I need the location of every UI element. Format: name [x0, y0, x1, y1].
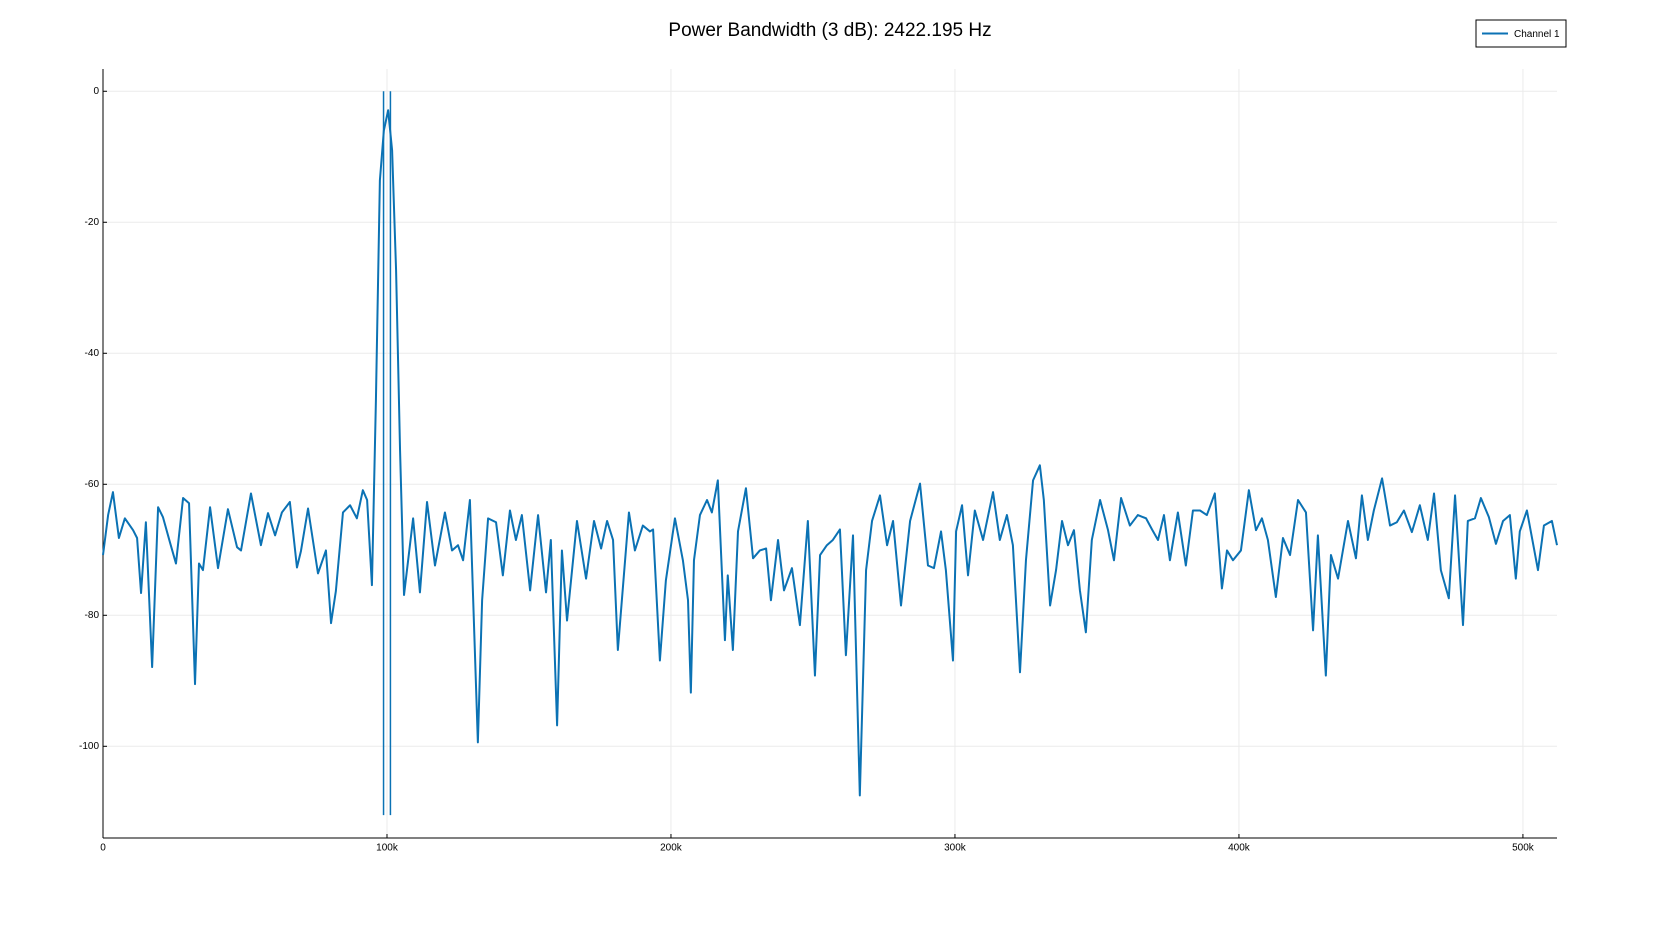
y-tick-label: -20	[85, 217, 100, 228]
x-tick-label: 0	[100, 843, 106, 854]
y-tick-label: 0	[93, 86, 99, 97]
x-tick-label: 300k	[944, 843, 967, 854]
legend-label: Channel 1	[1514, 29, 1560, 40]
y-tick-label: -80	[85, 610, 100, 621]
x-tick-label: 200k	[660, 843, 683, 854]
y-tick-label: -40	[85, 348, 100, 359]
series-line	[102, 109, 1558, 797]
y-tick-label: -100	[79, 741, 99, 752]
x-tick-label: 100k	[376, 843, 399, 854]
x-tick-label: 500k	[1512, 843, 1535, 854]
y-tick-label: -60	[85, 479, 100, 490]
chart-title: Power Bandwidth (3 dB): 2422.195 Hz	[668, 20, 991, 41]
x-tick-label: 400k	[1228, 843, 1251, 854]
